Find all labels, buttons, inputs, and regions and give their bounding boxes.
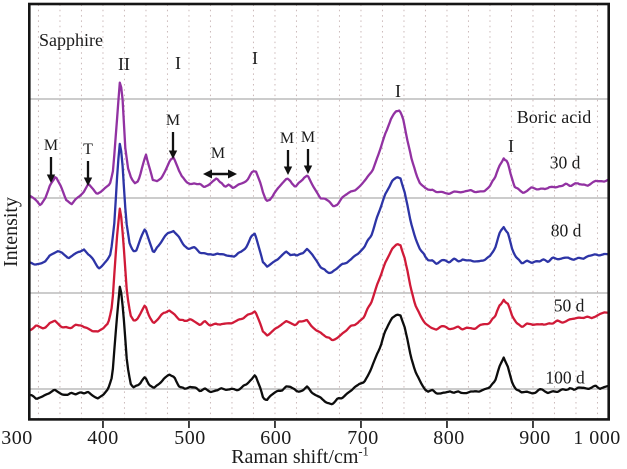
double-arrowhead-right-icon [228,169,237,179]
trace-100d [30,285,608,406]
gridlines [30,4,608,419]
down-arrowhead-icon [283,166,293,175]
x-axis-ticks [102,421,534,428]
x-axis-title-superscript: -1 [358,444,369,459]
down-arrowhead-icon [303,165,313,174]
double-arrowhead-left-icon [203,169,212,179]
down-arrowhead-icon [83,177,93,186]
down-arrowhead-icon [168,150,178,159]
trace-50d [30,207,608,342]
trace-80d [30,142,608,275]
x-axis-title: Raman shift/cm-1 [231,444,369,468]
x-axis-title-text: Raman shift/cm [231,446,359,468]
traces [30,81,608,406]
trace-30d [30,81,608,208]
annotation-arrows [46,132,313,186]
y-axis-title: Intensity [0,197,22,267]
down-arrowhead-icon [46,174,56,183]
plot-frame [27,2,611,421]
